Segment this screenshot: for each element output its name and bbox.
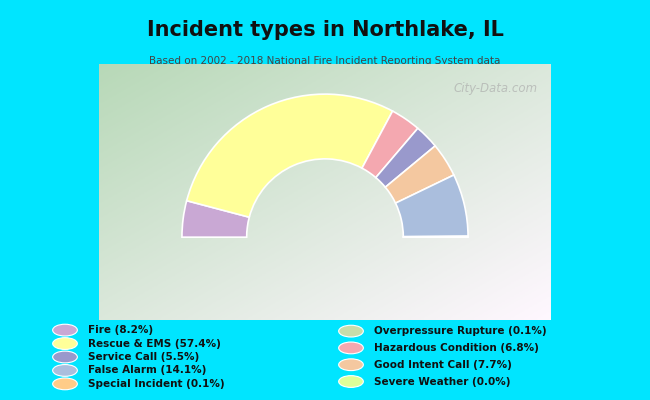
Text: Rescue & EMS (57.4%): Rescue & EMS (57.4%) (88, 338, 220, 348)
Wedge shape (385, 146, 454, 203)
Wedge shape (403, 236, 468, 237)
Ellipse shape (339, 376, 363, 387)
Text: False Alarm (14.1%): False Alarm (14.1%) (88, 366, 206, 376)
Wedge shape (182, 201, 250, 237)
Text: City-Data.com: City-Data.com (453, 82, 538, 95)
Text: Severe Weather (0.0%): Severe Weather (0.0%) (374, 376, 510, 386)
Text: Special Incident (0.1%): Special Incident (0.1%) (88, 379, 224, 389)
Wedge shape (362, 111, 418, 178)
Ellipse shape (53, 351, 77, 363)
Ellipse shape (53, 364, 77, 376)
Text: Based on 2002 - 2018 National Fire Incident Reporting System data: Based on 2002 - 2018 National Fire Incid… (150, 56, 500, 66)
Wedge shape (376, 128, 435, 187)
Text: Fire (8.2%): Fire (8.2%) (88, 325, 153, 335)
Text: Service Call (5.5%): Service Call (5.5%) (88, 352, 199, 362)
Text: Incident types in Northlake, IL: Incident types in Northlake, IL (146, 20, 504, 40)
Text: Overpressure Rupture (0.1%): Overpressure Rupture (0.1%) (374, 326, 547, 336)
Ellipse shape (339, 359, 363, 370)
Wedge shape (187, 94, 393, 217)
Text: Hazardous Condition (6.8%): Hazardous Condition (6.8%) (374, 343, 539, 353)
Text: Good Intent Call (7.7%): Good Intent Call (7.7%) (374, 360, 512, 370)
Ellipse shape (53, 324, 77, 336)
Ellipse shape (53, 338, 77, 350)
Ellipse shape (53, 378, 77, 390)
Ellipse shape (339, 342, 363, 354)
Ellipse shape (339, 325, 363, 337)
Wedge shape (395, 175, 468, 237)
